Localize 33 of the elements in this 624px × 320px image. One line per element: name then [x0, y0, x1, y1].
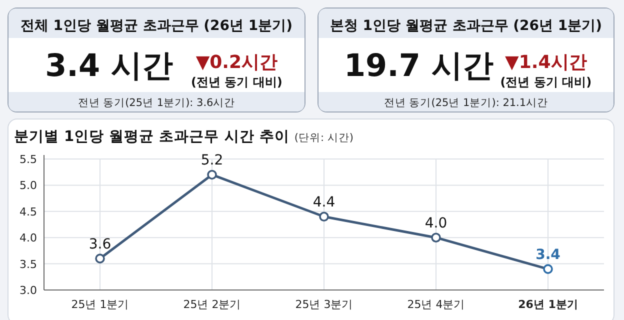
- data-label: 4.0: [424, 216, 448, 232]
- text: 본청 1인당 월평균 초과근무 (26년 1분기): [330, 18, 602, 34]
- y-tick-label: 3.0: [20, 284, 37, 297]
- data-label: 5.2: [200, 152, 224, 169]
- text: 전년 동기(25년 1분기): 21.1시간: [384, 97, 548, 109]
- chart-title: 분기별 1인당 월평균 초과근무 시간 추이: [14, 129, 290, 145]
- data-label: 3.6: [88, 236, 112, 253]
- text: (전년 동기 대비): [500, 75, 592, 89]
- point: [431, 232, 441, 242]
- text: 19.7 시간: [344, 48, 494, 84]
- x-tick-label: 25년 4분기: [407, 298, 465, 311]
- text: 전년 동기(25년 1분기): 3.6시간: [78, 97, 236, 109]
- x-tick-label: 25년 2분기: [183, 298, 241, 311]
- text: ▼1.4시간: [505, 52, 587, 73]
- point: [207, 170, 217, 180]
- data-label: 4.4: [312, 194, 336, 211]
- y-tick-label: 5.5: [20, 153, 37, 166]
- data-label: 3.4: [536, 247, 561, 264]
- text: 3.4 시간: [45, 48, 173, 84]
- text: (전년 동기 대비): [191, 75, 282, 89]
- point: [543, 264, 553, 274]
- chart-subtitle: (단위: 시간): [294, 132, 354, 144]
- y-tick-label: 4.5: [20, 205, 37, 218]
- text: 전체 1인당 월평균 초과근무 (26년 1분기): [20, 18, 293, 34]
- x-tick-label: 25년 1분기: [71, 298, 129, 311]
- y-tick-label: 5.0: [20, 179, 37, 192]
- y-tick-label: 3.5: [20, 258, 37, 271]
- point: [95, 254, 105, 264]
- text: ▼0.2시간: [196, 52, 278, 73]
- x-tick-label: 26년 1분기: [518, 298, 578, 311]
- y-tick-label: 4.0: [20, 232, 37, 245]
- point: [319, 212, 329, 222]
- x-tick-label: 25년 3분기: [295, 298, 353, 311]
